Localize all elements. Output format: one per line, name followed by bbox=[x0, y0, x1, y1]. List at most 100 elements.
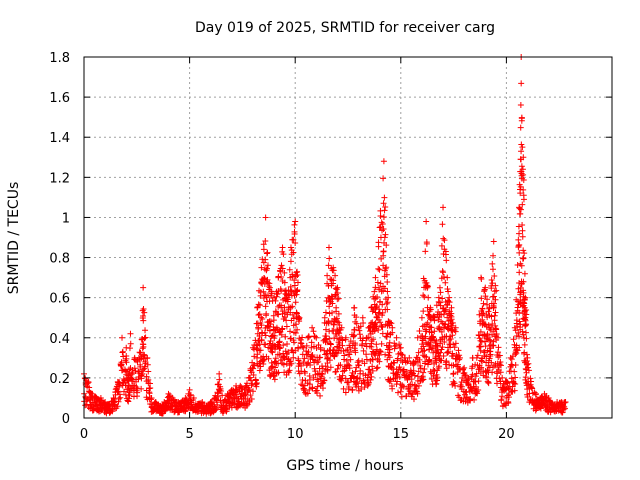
data-point bbox=[251, 362, 258, 369]
data-point bbox=[519, 233, 526, 240]
data-point bbox=[127, 330, 134, 337]
data-point bbox=[427, 304, 434, 311]
data-point bbox=[248, 395, 255, 402]
data-point bbox=[264, 249, 271, 256]
data-point bbox=[488, 324, 495, 331]
data-point bbox=[421, 293, 428, 300]
data-point bbox=[308, 339, 315, 346]
data-point bbox=[462, 371, 469, 378]
data-point bbox=[326, 335, 333, 342]
data-point bbox=[422, 248, 429, 255]
data-point bbox=[280, 361, 287, 368]
data-point bbox=[492, 282, 499, 289]
data-point bbox=[321, 314, 328, 321]
data-point bbox=[487, 337, 494, 344]
data-point bbox=[368, 373, 375, 380]
data-point bbox=[515, 223, 522, 230]
data-point bbox=[349, 369, 356, 376]
data-point bbox=[521, 270, 528, 277]
data-point bbox=[490, 293, 497, 300]
data-point bbox=[264, 292, 271, 299]
data-point bbox=[431, 367, 438, 374]
data-point bbox=[449, 350, 456, 357]
data-point bbox=[334, 365, 341, 372]
data-point bbox=[329, 295, 336, 302]
data-point bbox=[521, 300, 528, 307]
data-point bbox=[220, 398, 227, 405]
data-point bbox=[511, 368, 518, 375]
data-point bbox=[270, 372, 277, 379]
data-point bbox=[373, 302, 380, 309]
data-point bbox=[373, 346, 380, 353]
data-point bbox=[523, 335, 530, 342]
data-point bbox=[292, 239, 299, 246]
data-point bbox=[477, 328, 484, 335]
data-point bbox=[454, 369, 461, 376]
data-point bbox=[298, 340, 305, 347]
data-point bbox=[148, 396, 155, 403]
data-point bbox=[339, 337, 346, 344]
data-point bbox=[420, 369, 427, 376]
data-point bbox=[262, 237, 269, 244]
data-point bbox=[449, 322, 456, 329]
data-point bbox=[437, 302, 444, 309]
chart-title: Day 019 of 2025, SRMTID for receiver car… bbox=[195, 20, 495, 36]
data-point bbox=[411, 372, 418, 379]
data-point bbox=[484, 333, 491, 340]
data-point bbox=[415, 382, 422, 389]
data-point bbox=[475, 378, 482, 385]
data-point bbox=[511, 387, 518, 394]
data-point bbox=[404, 358, 411, 365]
data-point bbox=[311, 333, 318, 340]
data-point bbox=[281, 355, 288, 362]
data-point bbox=[376, 358, 383, 365]
data-point bbox=[449, 319, 456, 326]
data-point bbox=[268, 290, 275, 297]
data-point bbox=[377, 280, 384, 287]
data-point bbox=[217, 388, 224, 395]
data-point bbox=[396, 341, 403, 348]
data-point bbox=[186, 392, 193, 399]
data-point bbox=[370, 336, 377, 343]
data-point bbox=[512, 361, 519, 368]
data-point bbox=[280, 251, 287, 258]
data-point bbox=[477, 337, 484, 344]
data-point bbox=[389, 324, 396, 331]
data-point bbox=[522, 321, 529, 328]
data-point bbox=[380, 175, 387, 182]
data-point bbox=[329, 309, 336, 316]
data-point bbox=[441, 273, 448, 280]
data-point bbox=[359, 314, 366, 321]
data-point bbox=[352, 347, 359, 354]
data-point bbox=[520, 255, 527, 262]
x-tick-label: 20 bbox=[498, 427, 515, 442]
data-point bbox=[315, 358, 322, 365]
data-point bbox=[266, 327, 273, 334]
data-point bbox=[381, 234, 388, 241]
data-point bbox=[301, 382, 308, 389]
data-point bbox=[246, 386, 253, 393]
data-point bbox=[367, 376, 374, 383]
data-point bbox=[300, 344, 307, 351]
data-point bbox=[512, 374, 519, 381]
data-points bbox=[81, 54, 569, 417]
data-point bbox=[433, 359, 440, 366]
data-point bbox=[319, 385, 326, 392]
data-point bbox=[250, 372, 257, 378]
y-tick-label: 0.2 bbox=[49, 372, 70, 387]
data-point bbox=[435, 294, 442, 301]
data-point bbox=[283, 317, 290, 324]
data-point bbox=[436, 284, 443, 291]
data-point bbox=[460, 366, 467, 373]
data-point bbox=[288, 360, 295, 367]
data-point bbox=[519, 227, 526, 234]
data-point bbox=[326, 255, 333, 262]
data-point bbox=[135, 354, 142, 361]
data-point bbox=[518, 80, 525, 87]
data-point bbox=[520, 278, 527, 285]
data-point bbox=[345, 361, 352, 368]
data-point bbox=[326, 303, 333, 310]
data-point bbox=[379, 301, 386, 308]
data-point bbox=[560, 402, 567, 409]
data-point bbox=[396, 373, 403, 380]
